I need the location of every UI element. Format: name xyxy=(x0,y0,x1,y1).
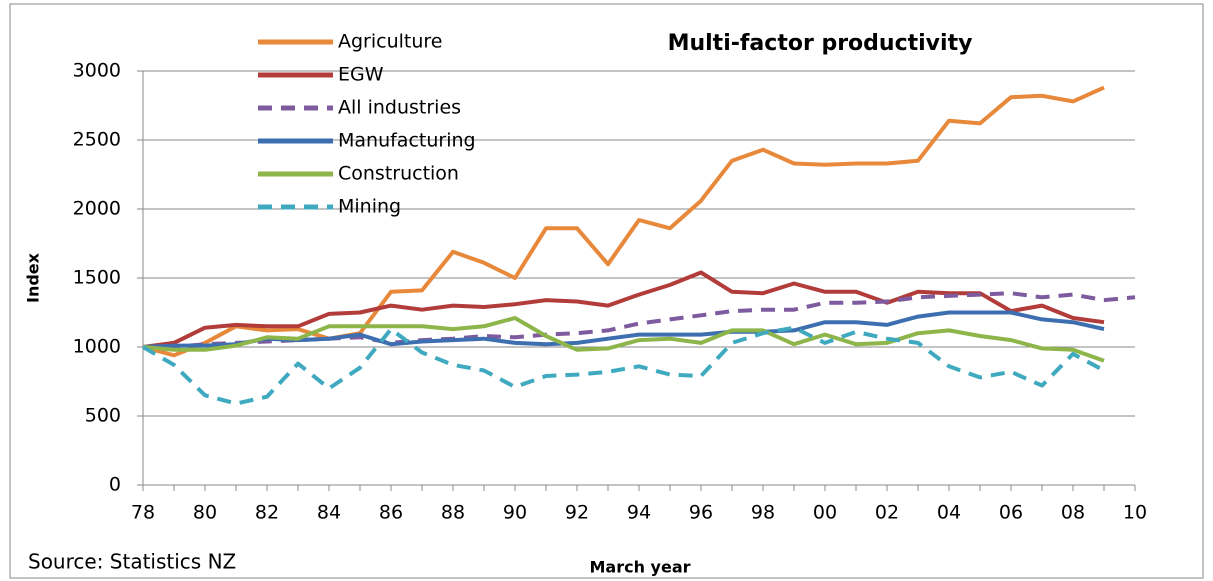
y-tick-label: 0 xyxy=(109,474,121,496)
y-tick-label: 3000 xyxy=(73,60,121,82)
x-tick-label: 94 xyxy=(627,502,651,524)
x-tick-label: 06 xyxy=(999,502,1023,524)
x-tick-label: 92 xyxy=(565,502,589,524)
legend-label: All industries xyxy=(338,97,461,119)
y-tick-label: 500 xyxy=(85,405,121,427)
y-axis-label: Index xyxy=(24,252,43,303)
y-tick-label: 2000 xyxy=(73,198,121,220)
y-tick-label: 1000 xyxy=(73,336,121,358)
series-line xyxy=(142,270,1105,349)
series-line xyxy=(141,325,1105,406)
x-tick-label: 86 xyxy=(379,502,403,524)
x-tick-label: 10 xyxy=(1123,502,1147,524)
series-line xyxy=(142,310,1105,349)
y-tick-label: 2500 xyxy=(73,129,121,151)
source-note: Source: Statistics NZ xyxy=(28,550,236,574)
x-tick-label: 84 xyxy=(317,502,341,524)
legend-label: Agriculture xyxy=(338,31,443,53)
chart-border xyxy=(9,3,1204,579)
x-tick-label: 96 xyxy=(689,502,713,524)
series-line xyxy=(142,85,1105,358)
x-tick-label: 08 xyxy=(1061,502,1085,524)
x-tick-label: 04 xyxy=(937,502,961,524)
legend-label: Mining xyxy=(338,196,401,218)
x-tick-label: 90 xyxy=(503,502,527,524)
x-tick-label: 00 xyxy=(813,502,837,524)
x-axis-label: March year xyxy=(589,558,690,577)
legend-label: Manufacturing xyxy=(338,130,476,152)
x-tick-label: 82 xyxy=(255,502,279,524)
chart-title: Multi-factor productivity xyxy=(668,31,973,56)
x-tick-label: 02 xyxy=(875,502,899,524)
legend-label: EGW xyxy=(338,64,384,86)
y-tick-label: 1500 xyxy=(73,267,121,289)
x-tick-label: 98 xyxy=(751,502,775,524)
legend-label: Construction xyxy=(338,163,459,185)
x-tick-label: 80 xyxy=(193,502,217,524)
x-tick-label: 88 xyxy=(441,502,465,524)
series-line xyxy=(142,316,1105,363)
x-tick-label: 78 xyxy=(131,502,155,524)
